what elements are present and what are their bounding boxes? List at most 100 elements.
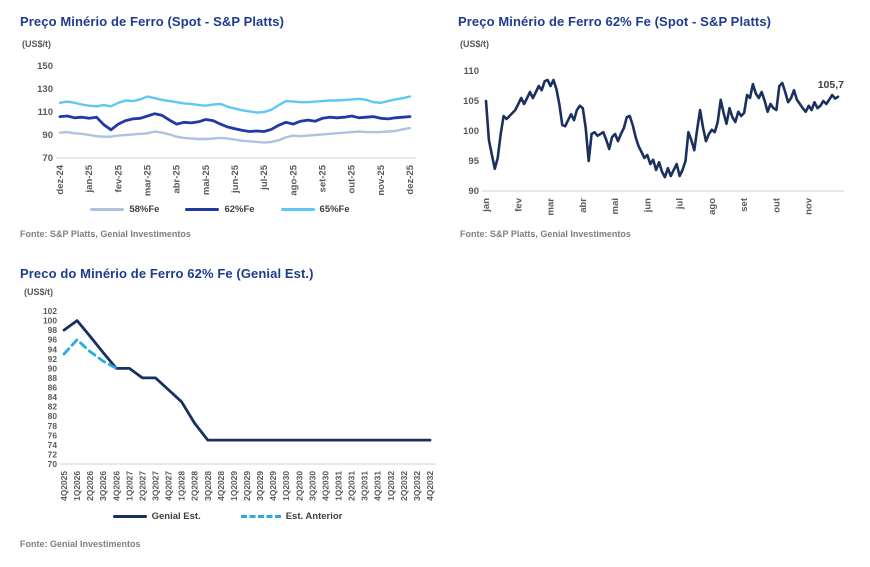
x-tick-label: jul	[675, 198, 686, 210]
y-tick-label: 110	[464, 66, 479, 77]
chart-panel-spot-62fe: Preço Minério de Ferro 62% Fe (Spot - S&…	[450, 6, 868, 256]
x-tick-label: set-25	[318, 164, 329, 192]
axis-unit-label: (US$/t)	[24, 287, 53, 297]
y-tick-label: 78	[48, 421, 58, 431]
x-tick-label: 4Q2029	[268, 471, 278, 501]
x-tick-label: jul-25	[259, 164, 270, 191]
y-tick-label: 82	[48, 402, 58, 412]
y-tick-label: 105	[463, 96, 480, 107]
x-tick-label: jun-25	[230, 164, 241, 194]
x-tick-label: 2Q2026	[85, 471, 95, 501]
series-line-62% Fe Spot	[484, 78, 840, 179]
y-tick-label: 90	[42, 130, 53, 141]
series-line-65%Fe	[58, 95, 412, 114]
legend-swatch	[90, 208, 125, 211]
x-tick-label: out	[771, 197, 782, 213]
x-tick-label: 1Q2026	[72, 471, 82, 501]
legend-item-65%Fe: 65%Fe	[280, 204, 350, 215]
x-tick-label: ago	[707, 198, 718, 215]
legend-label: 58%Fe	[129, 204, 160, 215]
chart-legend: Genial Est. Est. Anterior	[10, 511, 445, 522]
x-tick-label: out-25	[347, 164, 358, 193]
legend-label: 65%Fe	[319, 204, 350, 215]
x-tick-label: mar	[546, 198, 557, 216]
x-tick-label: jan	[481, 198, 492, 213]
y-tick-label: 130	[37, 84, 53, 95]
x-tick-label: abr-25	[172, 164, 183, 193]
x-tick-label: 3Q2027	[151, 471, 161, 501]
legend-label: Genial Est.	[151, 511, 201, 522]
y-tick-label: 74	[48, 440, 58, 450]
x-tick-label: 4Q2026	[111, 471, 121, 501]
legend-swatch	[280, 208, 315, 211]
legend-swatch	[240, 515, 281, 518]
legend-swatch	[185, 208, 220, 211]
x-tick-label: 3Q2030	[307, 471, 317, 501]
y-tick-label: 92	[48, 354, 58, 364]
y-tick-label: 80	[48, 411, 58, 421]
y-tick-label: 95	[468, 156, 479, 167]
x-tick-label: mai	[610, 198, 621, 214]
x-tick-label: 4Q2028	[216, 471, 226, 501]
x-tick-label: 2Q2032	[399, 471, 409, 501]
x-tick-label: 1Q2028	[177, 471, 187, 501]
chart-title: Preco do Minério de Ferro 62% Fe (Genial…	[20, 266, 314, 281]
series-line-Genial Est.	[62, 319, 432, 442]
x-tick-label: 1Q2031	[334, 471, 344, 501]
source-note: Fonte: S&P Platts, Genial Investimentos	[20, 229, 191, 239]
chart-title: Preço Minério de Ferro (Spot - S&P Platt…	[20, 14, 285, 29]
x-tick-label: set	[739, 197, 750, 212]
source-note: Fonte: S&P Platts, Genial Investimentos	[460, 229, 631, 239]
x-tick-label: 4Q2030	[320, 471, 330, 501]
axis-unit-label: (US$/t)	[22, 39, 51, 49]
line-chart-genial-estimates: 1021009896949290888684828078767472704Q20…	[43, 306, 436, 501]
x-tick-label: jan-25	[84, 164, 95, 193]
legend-label: Est. Anterior	[285, 511, 343, 522]
y-tick-label: 94	[48, 344, 58, 354]
x-tick-label: 2Q2030	[294, 471, 304, 501]
legend-item-Genial Est.: Genial Est.	[112, 511, 201, 522]
y-tick-label: 88	[48, 373, 58, 383]
y-tick-label: 102	[43, 306, 57, 316]
x-tick-label: jun	[642, 198, 653, 213]
x-tick-label: 2Q2028	[190, 471, 200, 501]
y-tick-label: 90	[468, 186, 479, 197]
x-tick-label: 1Q2030	[281, 471, 291, 501]
y-tick-label: 70	[48, 459, 58, 469]
x-tick-label: fev	[513, 197, 524, 211]
chart-title: Preço Minério de Ferro 62% Fe (Spot - S&…	[458, 14, 772, 29]
axis-unit-label: (US$/t)	[460, 39, 489, 49]
y-tick-label: 72	[48, 449, 58, 459]
series-end-value-label: 105,7	[818, 79, 844, 91]
y-tick-label: 76	[48, 430, 58, 440]
series-line-Est. Anterior	[62, 338, 118, 370]
x-tick-label: 4Q2027	[164, 471, 174, 501]
x-tick-label: dez-25	[405, 164, 416, 194]
chart-panel-spot-all-grades: Preço Minério de Ferro (Spot - S&P Platt…	[10, 6, 430, 256]
legend-label: 62%Fe	[224, 204, 255, 215]
x-tick-label: mar-25	[143, 164, 154, 196]
y-tick-label: 84	[48, 392, 58, 402]
x-tick-label: 2Q2031	[347, 471, 357, 501]
x-tick-label: 3Q2026	[98, 471, 108, 501]
chart-panel-genial-estimates: Preco do Minério de Ferro 62% Fe (Genial…	[10, 260, 445, 560]
chart-legend: 58%Fe 62%Fe 65%Fe	[10, 204, 430, 215]
x-tick-label: 4Q2032	[425, 471, 435, 501]
x-tick-label: 3Q2028	[203, 471, 213, 501]
x-tick-label: 3Q2032	[412, 471, 422, 501]
x-tick-label: 2Q2029	[242, 471, 252, 501]
x-tick-label: 4Q2025	[59, 471, 69, 501]
y-tick-label: 70	[42, 153, 53, 164]
y-tick-label: 86	[48, 383, 58, 393]
x-tick-label: dez-24	[55, 164, 66, 194]
x-tick-label: 3Q2031	[360, 471, 370, 501]
x-tick-label: nov-25	[376, 164, 387, 195]
x-tick-label: 1Q2032	[386, 471, 396, 501]
x-tick-label: nov	[804, 197, 815, 215]
x-tick-label: abr	[578, 198, 589, 213]
legend-item-Est. Anterior: Est. Anterior	[240, 511, 343, 522]
x-tick-label: 2Q2027	[137, 471, 147, 501]
source-note: Fonte: Genial Investimentos	[20, 539, 141, 549]
